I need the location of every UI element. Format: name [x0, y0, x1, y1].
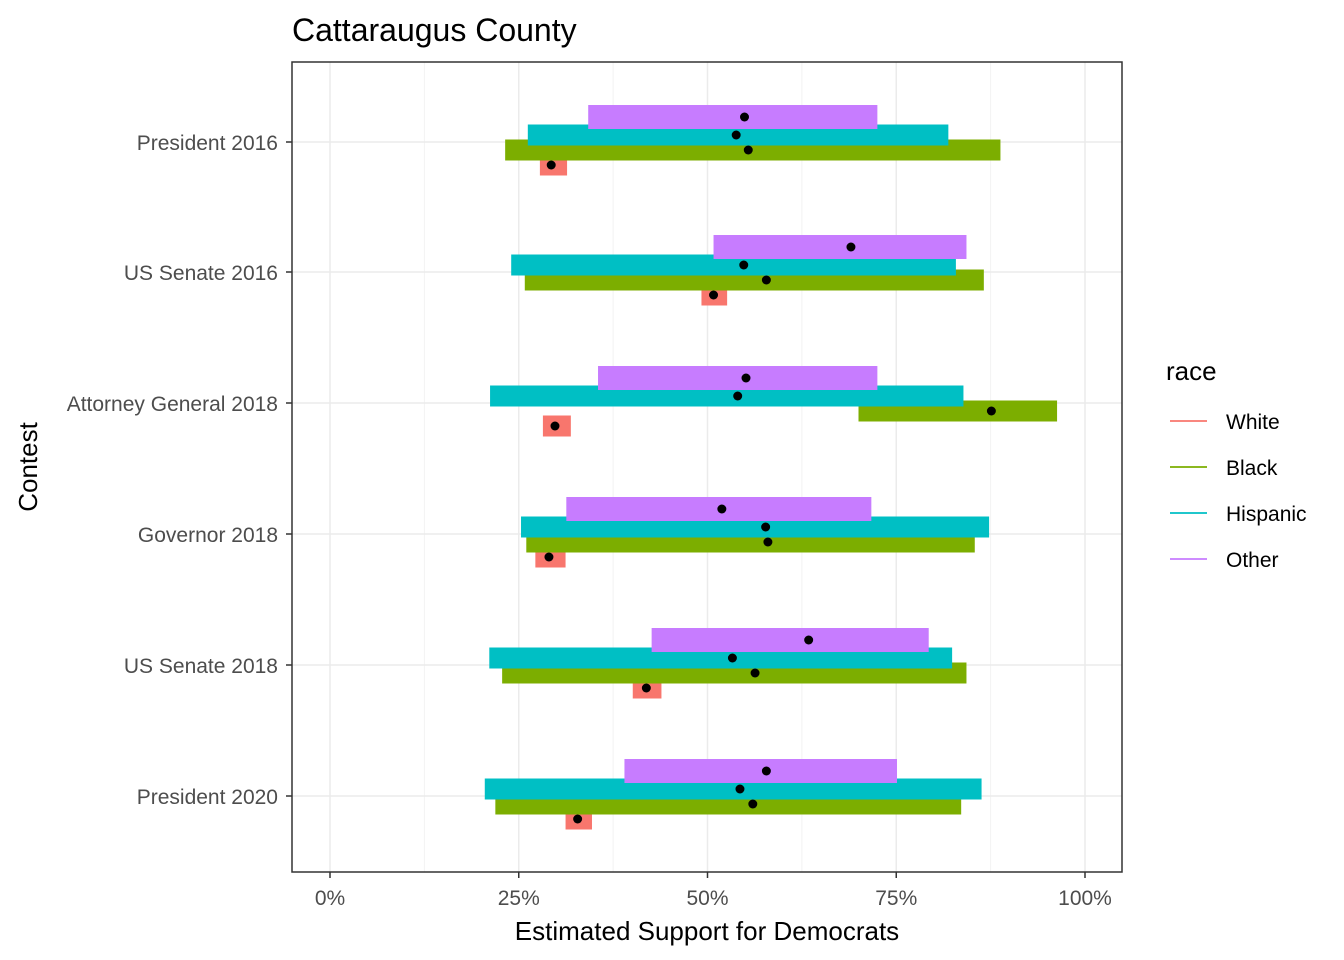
interval-bar — [651, 628, 929, 652]
estimate-point — [804, 635, 814, 645]
interval-bar — [511, 254, 956, 276]
estimate-point — [741, 373, 751, 383]
estimate-point — [763, 537, 773, 547]
y-axis-ticks: President 2016 US Senate 2016 Attorney Gen… — [67, 132, 292, 809]
estimate-point — [846, 242, 856, 252]
y-tick-label: US Senate 2018 — [124, 655, 278, 678]
interval-bar — [713, 235, 967, 259]
estimate-points — [544, 112, 996, 824]
y-tick-label: Attorney General 2018 — [67, 393, 278, 416]
legend-label: Black — [1226, 457, 1278, 480]
interval-bar — [490, 385, 964, 407]
estimate-point — [733, 391, 743, 401]
interval-bar — [484, 778, 982, 800]
estimate-point — [709, 290, 719, 300]
x-tick-label: 0% — [315, 887, 345, 910]
legend-label: Other — [1226, 549, 1279, 572]
estimate-point — [986, 406, 996, 416]
y-tick-label: President 2020 — [137, 786, 278, 809]
x-axis-title: Estimated Support for Democrats — [515, 916, 899, 946]
estimate-point — [735, 784, 745, 794]
estimate-point — [750, 668, 760, 678]
x-tick-label: 75% — [875, 887, 917, 910]
estimate-point — [739, 260, 749, 270]
estimate-point — [641, 683, 651, 693]
estimate-point — [761, 766, 771, 776]
x-tick-label: 25% — [498, 887, 540, 910]
estimate-point — [546, 160, 556, 170]
estimate-point — [731, 130, 741, 140]
legend: race White Black Hispanic Other — [1166, 356, 1307, 572]
legend-title: race — [1166, 356, 1217, 386]
y-axis-title: Contest — [13, 421, 43, 511]
estimate-point — [717, 504, 727, 514]
interval-bar — [624, 759, 898, 783]
x-tick-label: 50% — [686, 887, 728, 910]
interval-bar — [489, 647, 953, 669]
interval-bar — [588, 105, 878, 129]
estimate-point — [761, 522, 771, 532]
estimate-point — [761, 275, 771, 285]
interval-bars — [484, 105, 1058, 830]
estimate-point — [739, 112, 749, 122]
estimate-point — [573, 814, 583, 824]
estimate-point — [550, 421, 560, 431]
chart-title: Cattaraugus County — [292, 12, 577, 48]
estimate-point — [544, 552, 554, 562]
estimate-point — [727, 653, 737, 663]
legend-label: White — [1226, 411, 1280, 434]
y-tick-label: Governor 2018 — [138, 524, 278, 547]
interval-bar — [598, 366, 878, 390]
y-tick-label: President 2016 — [137, 132, 278, 155]
estimate-point — [748, 799, 758, 809]
estimate-point — [743, 145, 753, 155]
x-axis-ticks: 0% 25% 50% 75% 100% — [315, 872, 1112, 910]
x-tick-label: 100% — [1058, 887, 1112, 910]
legend-label: Hispanic — [1226, 503, 1307, 526]
y-tick-label: US Senate 2016 — [124, 262, 278, 285]
interval-bar — [521, 516, 990, 538]
